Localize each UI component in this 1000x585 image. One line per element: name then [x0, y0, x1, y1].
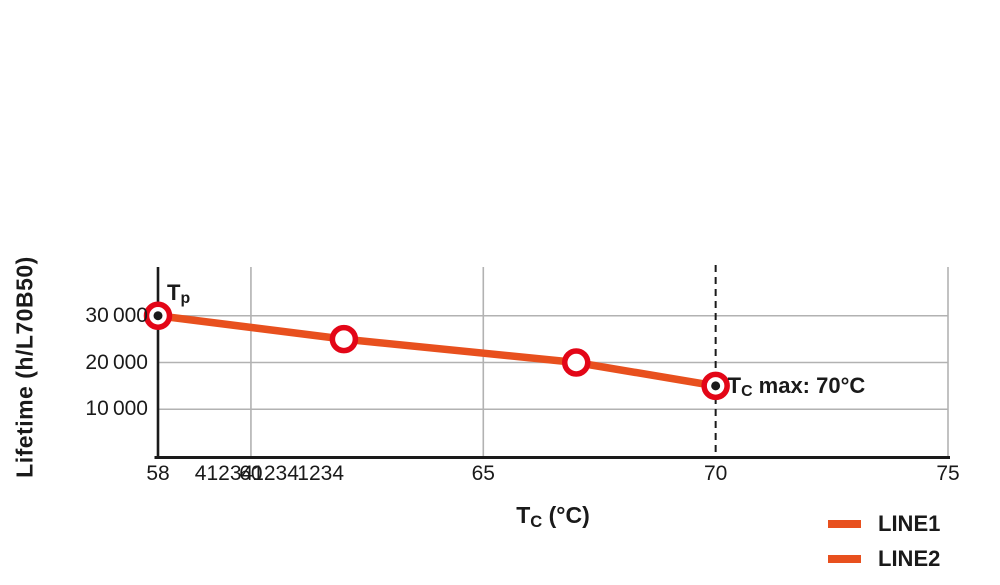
data-point-marker: [561, 348, 591, 377]
tp-annotation-subscript: p: [180, 290, 191, 308]
x-tick-label-58: 58: [146, 462, 170, 485]
x-tick-label-41234: 41234: [194, 462, 254, 485]
y-axis-title: Lifetime (h/L70B50): [11, 256, 38, 478]
tc-max-annotation-rest: max: 70°C: [752, 372, 866, 398]
x-axis-title: TC (°C): [516, 502, 590, 531]
x-axis-title-main: T: [516, 502, 531, 528]
x-axis-title-unit: (°C): [542, 502, 590, 528]
tc-max-annotation-main: T: [727, 372, 742, 398]
y-tick-label-10000: 10 000: [85, 397, 148, 421]
x-tick-label-60: 60: [239, 462, 263, 485]
data-point-dot: [711, 381, 721, 391]
y-tick-label-30000: 30 000: [85, 303, 148, 327]
legend-label-line1: LINE1: [878, 511, 941, 536]
chart-legend: LINE1 LINE2: [828, 511, 940, 572]
y-tick-label-20000: 20 000: [85, 350, 148, 374]
data-point-dot: [153, 311, 163, 321]
x-tick-label-70: 70: [703, 462, 728, 485]
legend-entry-line2: LINE2: [828, 546, 940, 572]
x-tick-label-1234: 1234: [252, 462, 299, 485]
line1-color-swatch-icon: [828, 520, 861, 528]
tc-max-annotation-subscript: C: [741, 383, 753, 401]
data-point-marker: [329, 324, 359, 354]
x-axis-title-subscript: C: [530, 511, 543, 531]
x-tick-label-65: 65: [471, 462, 495, 485]
legend-label-line2: LINE2: [878, 546, 941, 571]
series-path-line1: [157, 312, 717, 390]
x-tick-label-75: 75: [936, 462, 960, 485]
tp-annotation: Tp: [167, 280, 190, 309]
tp-annotation-main: T: [167, 279, 181, 305]
legend-entry-line1: LINE1: [828, 511, 940, 537]
tc-max-annotation: TC max: 70°C: [728, 373, 866, 402]
line2-color-swatch-icon: [828, 555, 861, 563]
x-tick-label-1234: 1234: [297, 462, 344, 485]
